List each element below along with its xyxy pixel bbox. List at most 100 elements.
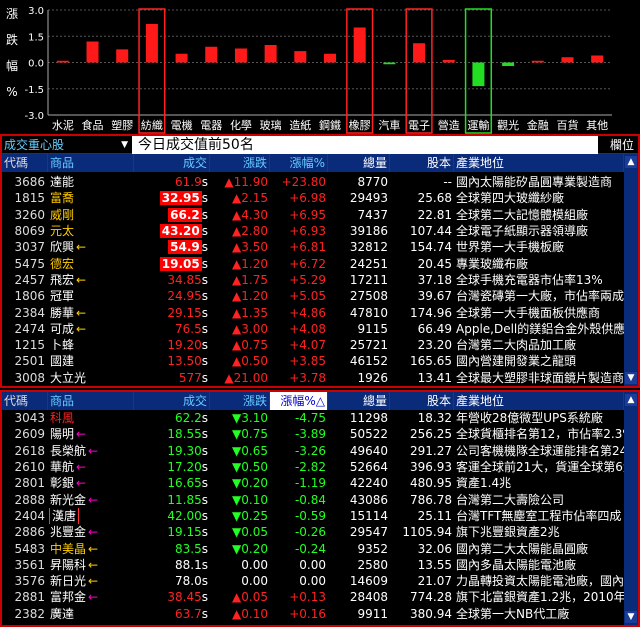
share-capital: 32.06 — [417, 541, 452, 556]
bar-食品 — [86, 41, 99, 63]
y-axis-label-char: 跌 — [6, 32, 18, 47]
industry-position: 台灣第二大肉品加工廠 — [456, 338, 577, 353]
y-tick-label: 0.0 — [28, 59, 44, 70]
stock-name: 元太 — [48, 223, 134, 239]
price-change: ▼3.10 — [232, 411, 268, 426]
table-row[interactable]: 3576 新日光 ← 78.0s 0.00 0.00 14609 21.07 力晶轉投資太陽能電… — [2, 573, 624, 589]
table-row[interactable]: 3260 威剛 66.2 s ▲4.30 +6.95 7437 22.81 全球第二大記憶體模組… — [2, 207, 624, 223]
table-row[interactable]: 2474 可成 ← 76.5s ▲3.00 +4.08 9115 66.49 Apple,Del… — [2, 321, 624, 337]
column-header[interactable]: 代碼 — [2, 392, 48, 410]
column-header[interactable]: 商品 — [48, 154, 134, 172]
price-change: ▲1.75 — [232, 272, 268, 287]
total-volume: 46152 — [349, 354, 388, 369]
column-header[interactable]: 成交 — [134, 392, 210, 410]
table-row[interactable]: 1806 冠軍 24.95s ▲1.20 +5.05 27508 39.67 台灣瓷磚第一大廠… — [2, 288, 624, 304]
table-row[interactable]: 2881 富邦金 ← 38.45s ▲0.05 +0.13 28408 774.28 旗下北富銀… — [2, 589, 624, 605]
bar-金融 — [531, 60, 544, 63]
last-price-value: 13.50 — [167, 354, 202, 369]
column-header[interactable]: 代碼 — [2, 154, 48, 172]
table-row[interactable]: 3043 科風 62.2s ▼3.10 -4.75 11298 18.32 年營收28億微型U… — [2, 410, 624, 426]
arrow-left-icon: ← — [88, 525, 99, 540]
arrow-left-icon: ← — [76, 305, 87, 320]
chevron-down-icon[interactable]: ▼ — [121, 139, 128, 150]
table-row[interactable]: 1815 富喬 32.95 s ▲2.15 +6.98 29493 25.68 全球第四大玻纖紗… — [2, 190, 624, 206]
table-row[interactable]: 2886 兆豐金 ← 19.15s ▼0.05 -0.26 29547 1105.94 旗下兆豐… — [2, 524, 624, 540]
last-price: 83.5s — [134, 541, 210, 557]
table-row[interactable]: 3037 欣興 ← 54.9 s ▲3.50 +6.81 32812 154.74 世界第一大手機… — [2, 239, 624, 255]
bar-百貨 — [561, 57, 574, 63]
total-volume: 15114 — [349, 508, 388, 523]
column-header[interactable]: 股本 — [390, 154, 454, 172]
scroll-down-icon[interactable]: ▼ — [625, 611, 637, 623]
column-header[interactable]: 商品 — [48, 392, 134, 410]
column-header[interactable]: 漲幅% — [270, 154, 328, 172]
percent-change: +23.80 — [281, 175, 326, 190]
table-row[interactable]: 3008 大立光 577s ▲21.00 +3.78 1926 13.41 全球最大塑膠非球面… — [2, 370, 624, 386]
column-header[interactable]: 總量 — [328, 392, 390, 410]
industry-position: 世界第一大手機板廠 — [456, 240, 565, 255]
bar-電子 — [413, 43, 426, 63]
columns-button[interactable]: 欄位 — [598, 136, 638, 153]
last-price: 66.2 s — [134, 207, 210, 223]
panel1-title: 今日成交值前50名 — [132, 135, 598, 154]
table-row[interactable]: 2382 廣達 63.7s ▲0.10 +0.16 9911 380.94 全球第一大NB代工… — [2, 606, 624, 622]
column-header[interactable]: 漲跌 — [210, 154, 270, 172]
last-price-value: 76.5 — [175, 321, 202, 336]
last-price: 38.45s — [134, 589, 210, 605]
last-price-value: 78.0 — [175, 574, 202, 589]
table-row[interactable]: 2501 國建 13.50s ▲0.50 +3.85 46152 165.65 國內營建開發業… — [2, 353, 624, 369]
table-row[interactable]: 2457 飛宏 ← 34.85s ▲1.75 +5.29 17211 37.18 全球手機充電器… — [2, 272, 624, 288]
table-row[interactable]: 1215 卜蜂 19.20s ▲0.75 +4.07 25721 23.20 台灣第二大肉品加… — [2, 337, 624, 353]
x-tick-label: 造紙 — [289, 118, 311, 132]
stock-name-text: 飛宏 — [50, 272, 75, 287]
column-header[interactable]: 總量 — [328, 154, 390, 172]
table-row[interactable]: 3686 達能 61.9s ▲11.90 +23.80 8770 -- 國內太陽能矽晶圓專業製… — [2, 174, 624, 190]
table-row[interactable]: 3561 昇陽科 ← 88.1s 0.00 0.00 2580 13.55 國內多晶太陽能電池廠 — [2, 557, 624, 573]
table-row[interactable]: 2384 勝華 ← 29.15s ▲1.35 +4.86 47810 174.96 全球第一大手… — [2, 304, 624, 320]
column-header[interactable]: 產業地位 — [454, 154, 624, 172]
arrow-left-icon: ← — [88, 492, 99, 507]
price-change: 0.00 — [241, 557, 268, 572]
column-header[interactable]: 成交 — [134, 154, 210, 172]
total-volume: 17211 — [349, 272, 388, 287]
table-row[interactable]: 2610 華航 ← 17.20s ▼0.50 -2.82 52664 396.93 客運全球前2… — [2, 459, 624, 475]
x-tick-label: 化學 — [230, 118, 252, 132]
bar-橡膠 — [353, 27, 366, 63]
column-header[interactable]: 產業地位 — [454, 392, 624, 410]
panel2-scrollbar[interactable]: ▲ ▼ — [624, 392, 638, 625]
table-row[interactable]: 2618 長榮航 ← 19.30s ▼0.65 -3.26 49640 291.27 公司客機機… — [2, 443, 624, 459]
table-row[interactable]: 8069 元太 43.20 s ▲2.80 +6.93 39186 107.44 全球電子紙顯示… — [2, 223, 624, 239]
scroll-up-icon[interactable]: ▲ — [625, 394, 637, 406]
table-row[interactable]: 2404 漢唐 42.00s ▼0.25 -0.59 15114 25.11 台灣TFT無塵室… — [2, 507, 624, 524]
bar-營造 — [442, 59, 455, 63]
table-row[interactable]: 2888 新光金 ← 11.85s ▼0.10 -0.84 43086 786.78 台灣第二大… — [2, 491, 624, 507]
sector-bar-chart: 漲跌幅% 3.0 1.5 0.0 -1.5 -3.0 水泥 食品 塑膠 紡織 電機 電器 化學 玻璃 造紙鋼… — [6, 6, 612, 134]
column-header[interactable]: 漲跌 — [210, 392, 270, 410]
total-volume: 43086 — [349, 492, 388, 507]
last-price-value: 88.1 — [175, 557, 202, 572]
bar-其他 — [591, 55, 604, 63]
price-flag: s — [201, 370, 208, 385]
stock-name: 兆豐金 ← — [48, 524, 134, 540]
column-header[interactable]: 股本 — [390, 392, 454, 410]
panel1-scrollbar[interactable]: ▲ ▼ — [624, 154, 638, 386]
bar-塑膠 — [116, 49, 129, 63]
column-header[interactable]: 漲幅%△ — [270, 392, 328, 410]
last-price-value: 11.85 — [167, 492, 202, 507]
scroll-up-icon[interactable]: ▲ — [625, 156, 637, 168]
table-row[interactable]: 5475 德宏 19.05 s ▲1.20 +6.72 24251 20.45 專業玻纖布廠 — [2, 255, 624, 271]
last-price: 88.1s — [134, 557, 210, 573]
table-row[interactable]: 2801 彰銀 ← 16.65s ▼0.20 -1.19 42240 480.95 資產1.4兆 — [2, 475, 624, 491]
last-price: 19.30s — [134, 443, 210, 459]
price-flag: s — [201, 207, 208, 222]
stock-code: 5475 — [14, 256, 45, 271]
table-row[interactable]: 5483 中美晶 ← 83.5s ▼0.20 -0.24 9352 32.06 國內第二大太陽能… — [2, 540, 624, 556]
table-row[interactable]: 2609 陽明 ← 18.55s ▼0.75 -3.89 50522 256.25 全球貨櫃排名… — [2, 426, 624, 442]
losers-panel: 代碼 商品 成交 漲跌 漲幅%△ 總量 股本 產業地位 3043 科風 62.2s ▼3.10 -4.… — [0, 390, 640, 627]
scroll-down-icon[interactable]: ▼ — [625, 372, 637, 384]
last-price: 16.65s — [134, 475, 210, 491]
group-selector[interactable]: 成交重心股 ▼ — [2, 136, 132, 153]
price-change: ▼0.20 — [232, 476, 268, 491]
last-price: 62.2s — [134, 410, 210, 426]
percent-change: +6.72 — [289, 256, 326, 271]
